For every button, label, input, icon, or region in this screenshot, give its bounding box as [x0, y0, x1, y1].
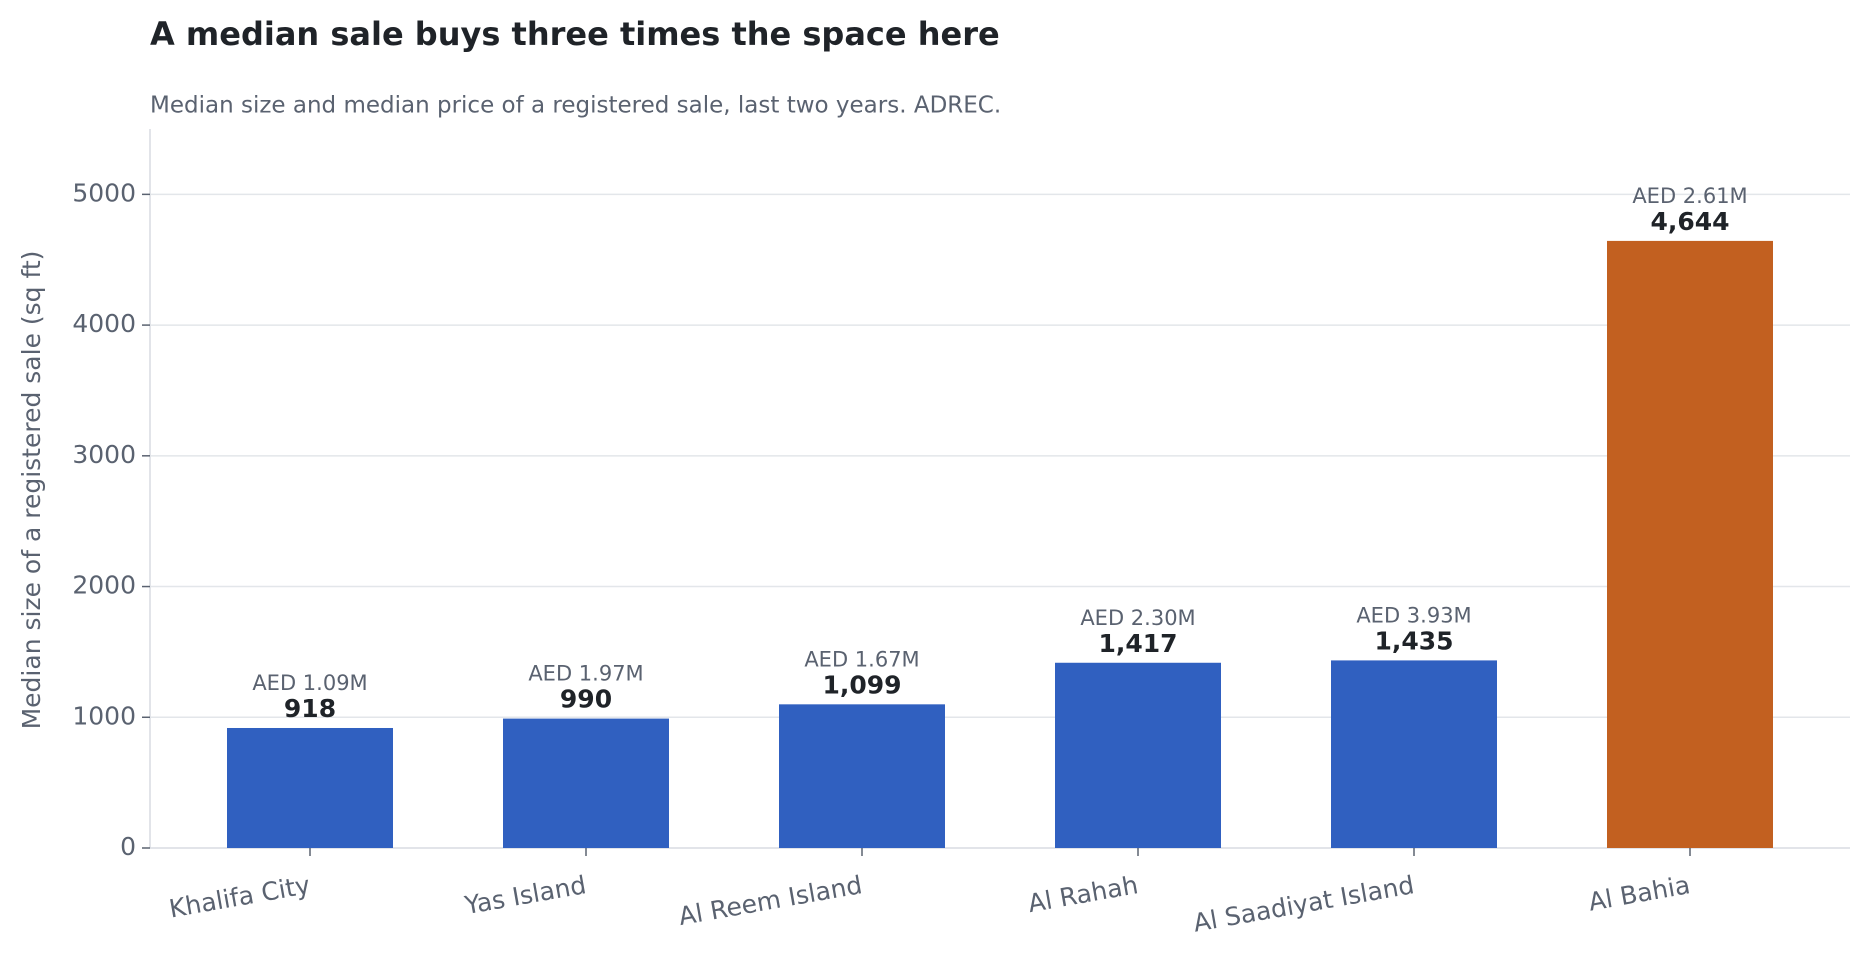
value-label: 1,099 [822, 670, 901, 699]
x-tick-label: Al Rahah [1026, 870, 1141, 918]
price-annotation: AED 3.93M [1356, 603, 1471, 627]
x-tick-label: Al Bahia [1586, 870, 1692, 916]
chart-title: A median sale buys three times the space… [150, 15, 1000, 53]
value-label: 990 [560, 685, 612, 714]
y-tick-label: 3000 [72, 440, 136, 469]
y-tick-label: 0 [120, 832, 136, 861]
bar [503, 718, 669, 848]
bar [1607, 240, 1773, 849]
price-annotation: AED 2.61M [1632, 184, 1747, 208]
price-annotation: AED 1.67M [804, 647, 919, 671]
y-tick-label: 5000 [72, 178, 136, 207]
price-annotation: AED 1.97M [528, 662, 643, 686]
x-tick-label: Al Reem Island [676, 870, 864, 931]
value-label: 1,417 [1098, 629, 1177, 658]
y-tick-label: 2000 [72, 571, 136, 600]
price-annotation: AED 1.09M [252, 671, 367, 695]
bar [1055, 662, 1221, 848]
bar [227, 727, 393, 848]
value-label: 4,644 [1650, 207, 1729, 236]
x-tick-label: Al Saadiyat Island [1191, 870, 1416, 937]
x-tick-label: Yas Island [462, 870, 589, 920]
y-tick-label: 4000 [72, 309, 136, 338]
y-axis-label: Median size of a registered sale (sq ft) [17, 251, 46, 730]
chart-subtitle: Median size and median price of a regist… [150, 93, 1001, 119]
value-label: 1,435 [1374, 626, 1453, 655]
y-tick-label: 1000 [72, 701, 136, 730]
bar [779, 704, 945, 848]
price-annotation: AED 2.30M [1080, 606, 1195, 630]
bar [1331, 660, 1497, 848]
x-tick-label: Khalifa City [167, 870, 313, 923]
value-label: 918 [284, 694, 336, 723]
